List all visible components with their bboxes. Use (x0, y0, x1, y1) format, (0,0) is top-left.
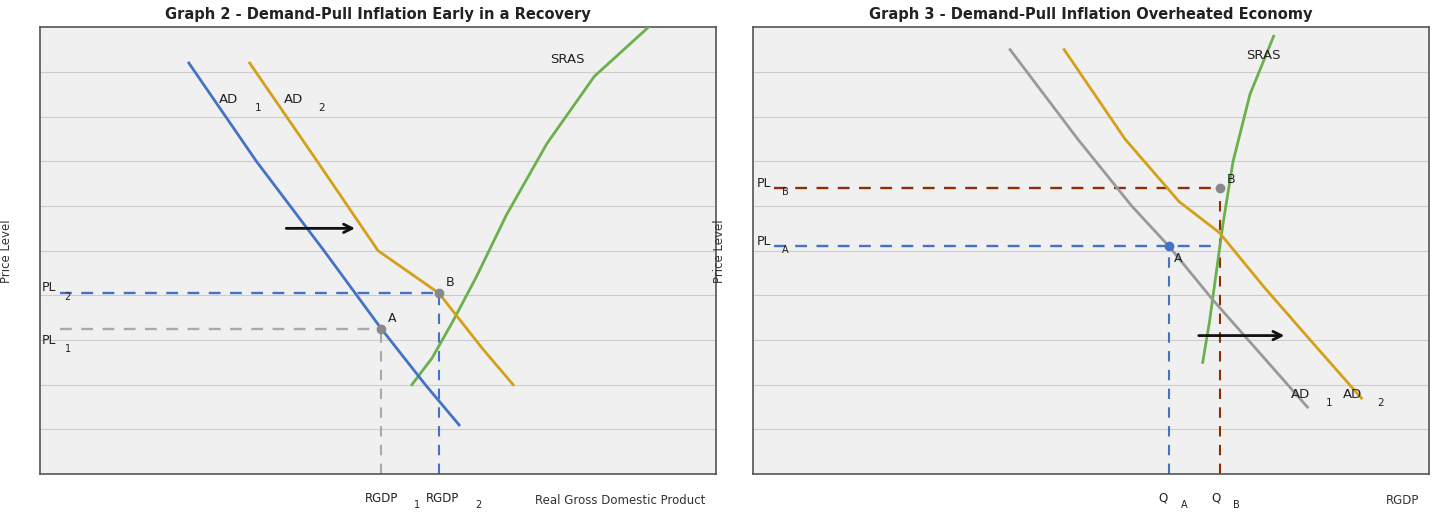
Text: B: B (1234, 500, 1239, 510)
Text: PL: PL (42, 334, 56, 346)
Text: RGDP: RGDP (425, 492, 460, 505)
Text: AD: AD (220, 93, 238, 106)
Text: A: A (1180, 500, 1188, 510)
Text: A: A (1175, 252, 1183, 265)
Title: Graph 3 - Demand-Pull Inflation Overheated Economy: Graph 3 - Demand-Pull Inflation Overheat… (869, 7, 1313, 22)
Text: RGDP: RGDP (1386, 494, 1419, 507)
Text: PL: PL (757, 235, 771, 248)
Y-axis label: Price Level: Price Level (714, 219, 727, 283)
Text: SRAS: SRAS (550, 53, 584, 66)
Y-axis label: Price Level: Price Level (0, 219, 13, 283)
Text: SRAS: SRAS (1246, 48, 1281, 62)
Text: 2: 2 (1377, 398, 1384, 408)
Text: AD: AD (283, 93, 303, 106)
Text: 2: 2 (475, 500, 481, 510)
Text: 2: 2 (65, 292, 70, 302)
Text: B: B (445, 277, 454, 289)
Text: AD: AD (1291, 388, 1310, 401)
Title: Graph 2 - Demand-Pull Inflation Early in a Recovery: Graph 2 - Demand-Pull Inflation Early in… (165, 7, 592, 22)
Text: 1: 1 (1325, 398, 1333, 408)
Text: 2: 2 (319, 103, 325, 113)
Text: A: A (781, 245, 788, 255)
Text: B: B (1226, 173, 1235, 186)
Text: PL: PL (757, 177, 771, 190)
Text: RGDP: RGDP (365, 492, 398, 505)
Text: 1: 1 (65, 344, 70, 354)
Text: Real Gross Domestic Product: Real Gross Domestic Product (536, 494, 705, 507)
Text: 1: 1 (414, 500, 419, 510)
Text: 1: 1 (254, 103, 261, 113)
Text: Q: Q (1159, 492, 1167, 505)
Text: A: A (388, 312, 396, 325)
Text: AD: AD (1343, 388, 1361, 401)
Text: Q: Q (1212, 492, 1221, 505)
Text: B: B (781, 187, 788, 197)
Text: PL: PL (42, 281, 56, 295)
